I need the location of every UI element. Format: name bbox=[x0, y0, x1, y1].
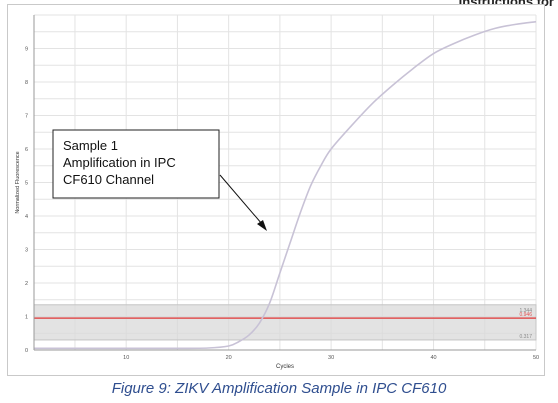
y-tick-label: 9 bbox=[25, 47, 28, 53]
x-tick-label: 50 bbox=[533, 355, 539, 361]
tick-labels: 10 20 30 40 50 0 1 2 3 4 5 6 7 8 9 bbox=[25, 47, 539, 362]
chart-frame: 1.344 0.946 0.317 10 20 30 40 50 0 1 2 3 4 5 6 7 8 9 Cyc… bbox=[7, 4, 545, 376]
y-axis-label: Normalized Fluorescence bbox=[15, 151, 21, 213]
band-label: 0.317 bbox=[519, 334, 532, 340]
axes bbox=[33, 15, 536, 351]
annotation-line-1: Sample 1 bbox=[63, 138, 118, 153]
y-tick-label: 5 bbox=[25, 181, 28, 187]
band-label: 1.344 bbox=[519, 308, 532, 314]
annotation-line-3: CF610 Channel bbox=[63, 172, 154, 187]
y-tick-label: 8 bbox=[25, 80, 28, 86]
x-tick-label: 10 bbox=[123, 355, 129, 361]
x-tick-label: 40 bbox=[430, 355, 436, 361]
y-tick-label: 4 bbox=[25, 214, 28, 220]
annotation-arrow-shaft bbox=[219, 174, 263, 225]
figure-caption: Figure 9: ZIKV Amplification Sample in I… bbox=[111, 380, 447, 397]
band-label: 0.946 bbox=[519, 312, 532, 318]
annotation-line-2: Amplification in IPC bbox=[63, 155, 176, 170]
y-tick-label: 0 bbox=[25, 348, 28, 354]
amplification-curve bbox=[33, 20, 537, 350]
x-axis-label: Cycles bbox=[276, 364, 294, 370]
annotation-arrowhead bbox=[257, 220, 267, 231]
y-tick-label: 3 bbox=[25, 248, 28, 254]
y-tick-label: 6 bbox=[25, 147, 28, 153]
y-tick-label: 1 bbox=[25, 315, 28, 321]
annotation-box bbox=[52, 129, 220, 199]
y-tick-label: 7 bbox=[25, 114, 28, 120]
annotation-callout: Sample 1 Amplification in IPC CF610 Chan… bbox=[52, 129, 267, 231]
y-tick-label: 2 bbox=[25, 281, 28, 287]
x-tick-label: 30 bbox=[328, 355, 334, 361]
threshold-band bbox=[33, 304, 537, 341]
x-tick-label: 20 bbox=[226, 355, 232, 361]
